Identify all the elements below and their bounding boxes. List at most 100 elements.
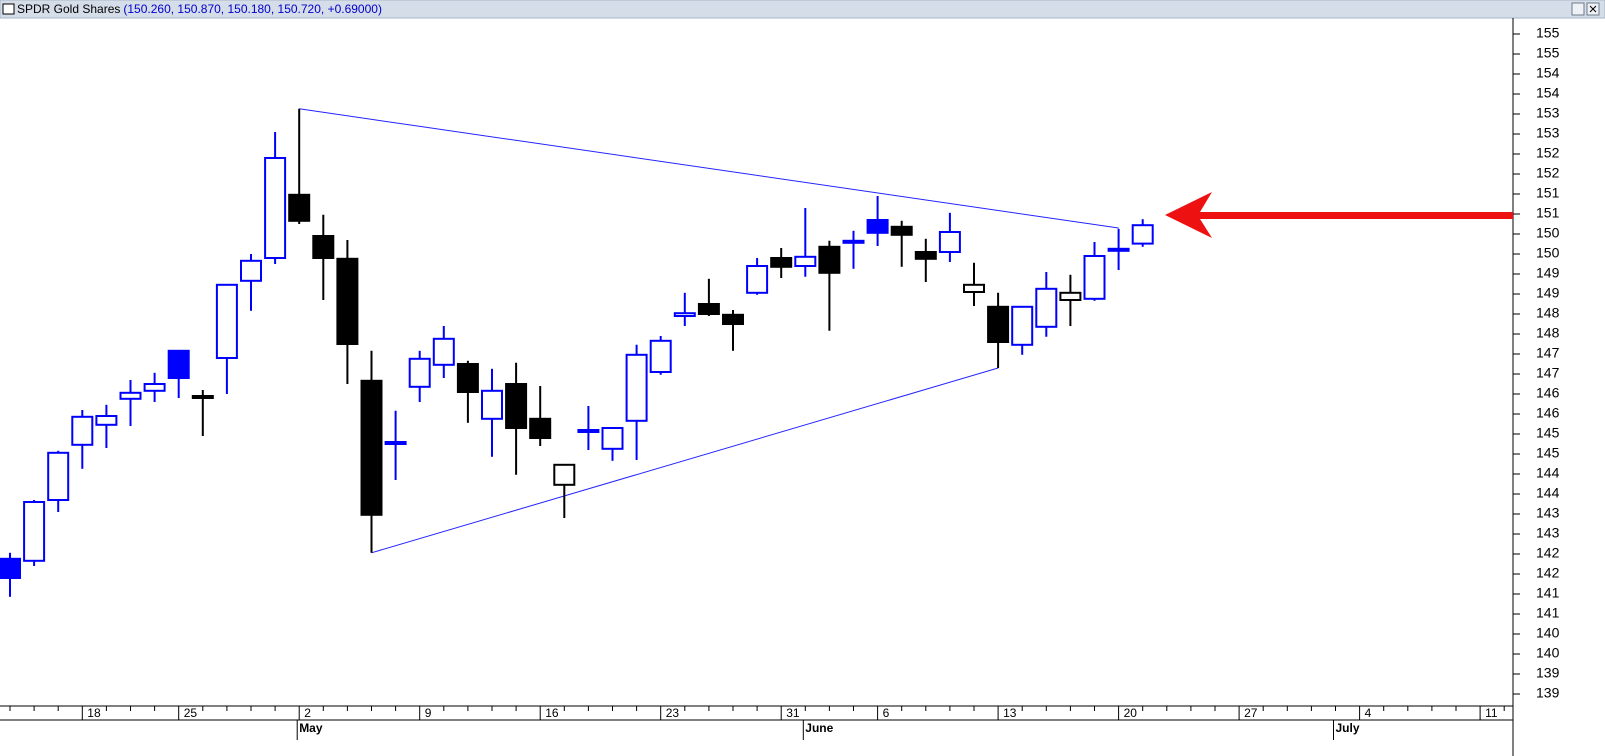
- candle-body: [722, 313, 744, 325]
- candle-body: [167, 349, 190, 379]
- x-tick-label: 4: [1365, 706, 1372, 720]
- y-tick-label: 152: [1536, 145, 1560, 161]
- chart-title: SPDR Gold Shares: [17, 2, 120, 16]
- chart-subtitle: (150.260, 150.870, 150.180, 150.720, +0.…: [123, 2, 382, 16]
- y-tick-label: 144: [1536, 485, 1560, 501]
- candle-body: [95, 415, 118, 426]
- y-tick-label: 141: [1536, 605, 1560, 621]
- x-tick-label: 25: [184, 706, 198, 720]
- y-tick-label: 146: [1536, 405, 1560, 421]
- candle-body: [432, 337, 455, 366]
- candle-body: [505, 383, 528, 429]
- title-bar: [0, 0, 1605, 19]
- candle-body: [1131, 224, 1154, 245]
- y-tick-label: 155: [1536, 45, 1560, 61]
- candle-body: [1059, 291, 1082, 301]
- candle-body: [553, 463, 576, 486]
- y-tick-label: 150: [1536, 225, 1560, 241]
- y-tick-label: 151: [1536, 185, 1560, 201]
- candle-body: [312, 235, 335, 259]
- x-tick-label: 6: [883, 706, 890, 720]
- y-tick-label: 147: [1536, 345, 1560, 361]
- candle-body: [866, 219, 889, 234]
- candle-body: [1011, 305, 1034, 346]
- candle-body: [240, 259, 262, 282]
- candle-body: [215, 283, 238, 359]
- candle-body: [890, 225, 913, 236]
- candle-body: [938, 231, 961, 253]
- y-tick-label: 143: [1536, 525, 1560, 541]
- y-tick-label: 155: [1536, 25, 1560, 41]
- candle-body: [481, 389, 503, 420]
- y-tick-label: 139: [1536, 665, 1560, 681]
- candle-body: [1107, 247, 1130, 252]
- y-tick-label: 150: [1536, 245, 1560, 261]
- candle-body: [264, 157, 287, 259]
- y-tick-label: 142: [1536, 565, 1560, 581]
- y-tick-label: 153: [1536, 125, 1560, 141]
- x-tick-label: 13: [1003, 706, 1017, 720]
- candle-body: [336, 257, 359, 345]
- candle-body: [601, 427, 624, 450]
- candle-body: [673, 312, 696, 318]
- month-label: July: [1336, 721, 1360, 735]
- candle-body: [794, 255, 817, 267]
- candle-body: [408, 357, 431, 388]
- restore-button[interactable]: [1571, 2, 1585, 16]
- y-tick-label: 148: [1536, 305, 1560, 321]
- candle-body: [119, 391, 142, 400]
- y-tick-label: 147: [1536, 365, 1560, 381]
- y-tick-label: 140: [1536, 645, 1560, 661]
- x-tick-label: 20: [1124, 706, 1138, 720]
- x-tick-label: 16: [545, 706, 559, 720]
- y-tick-label: 154: [1536, 65, 1560, 81]
- candle-body: [1083, 255, 1106, 300]
- candle-body: [288, 193, 311, 222]
- plot-area: 155 155 154 154 153 153 152 152 151 151 150 150 149 1…: [0, 25, 1560, 740]
- candle-body: [384, 441, 407, 445]
- y-tick-label: 145: [1536, 425, 1560, 441]
- candle-body: [914, 251, 937, 260]
- y-tick-label: 142: [1536, 545, 1560, 561]
- candle-body: [529, 417, 552, 439]
- candle-body: [1035, 287, 1058, 328]
- candle-body: [697, 303, 720, 315]
- x-tick-label: 23: [666, 706, 680, 720]
- y-tick-label: 149: [1536, 265, 1560, 281]
- y-tick-label: 144: [1536, 465, 1560, 481]
- candle-body: [746, 265, 769, 294]
- y-tick-label: 143: [1536, 505, 1560, 521]
- candle-body: [625, 353, 648, 422]
- y-tick-label: 152: [1536, 165, 1560, 181]
- trendline: [299, 108, 1119, 229]
- candle-body: [0, 557, 21, 579]
- candle-body: [963, 283, 985, 293]
- y-tick-label: 148: [1536, 325, 1560, 341]
- x-tick-label: 9: [425, 706, 432, 720]
- x-tick-label: 2: [304, 706, 311, 720]
- y-tick-label: 145: [1536, 445, 1560, 461]
- y-tick-label: 153: [1536, 105, 1560, 121]
- x-tick-label: 31: [786, 706, 800, 720]
- candle-body: [71, 415, 94, 446]
- candle-body: [143, 383, 166, 392]
- candle-body: [360, 379, 383, 516]
- candle-body: [842, 239, 865, 244]
- y-tick-label: 146: [1536, 385, 1560, 401]
- close-icon: [1589, 5, 1597, 13]
- x-tick-label: 27: [1244, 706, 1258, 720]
- y-tick-label: 141: [1536, 585, 1560, 601]
- x-tick-label: 11: [1485, 706, 1498, 720]
- candle-body: [770, 257, 793, 268]
- y-tick-label: 151: [1536, 205, 1560, 221]
- candle-body: [191, 395, 214, 399]
- candle-body: [987, 305, 1010, 343]
- y-tick-label: 140: [1536, 625, 1560, 641]
- annotation-arrow: [1165, 192, 1513, 238]
- candle-body: [649, 339, 672, 373]
- candle-body: [818, 245, 841, 274]
- y-tick-label: 149: [1536, 285, 1560, 301]
- candle-body: [47, 451, 70, 501]
